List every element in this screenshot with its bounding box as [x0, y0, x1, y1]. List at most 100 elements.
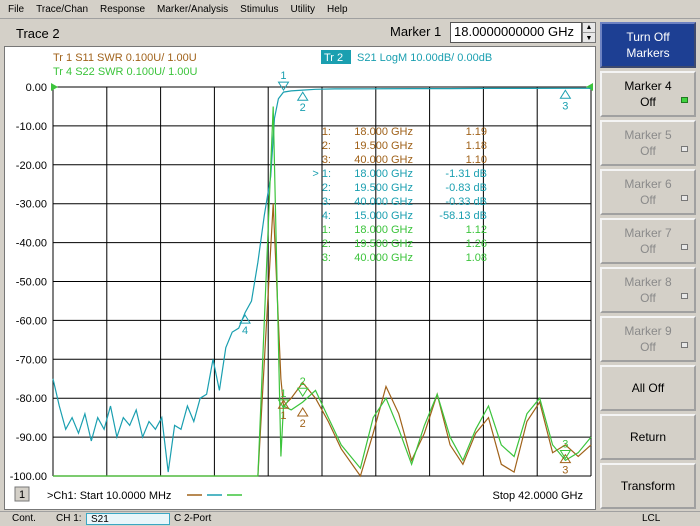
channel-badge-box: [14, 486, 30, 502]
marker-number-label: 3: [562, 438, 568, 450]
channel-badge: 1: [19, 489, 25, 501]
plot-canvas: 0.00 -10.00 -20.00 -30.00 -40.00 -50.00 -60.00…: [10, 50, 593, 502]
marker-table-freq: 18.000 GHz: [354, 224, 413, 236]
menu-trace-chan[interactable]: Trace/Chan: [36, 3, 88, 15]
softkey-label: Turn Off: [626, 30, 670, 44]
indicator-led-icon: [681, 342, 688, 348]
y-tick-label: -50.00: [16, 277, 47, 289]
menu-stimulus[interactable]: Stimulus: [240, 3, 279, 15]
measurement-plot[interactable]: 0.00 -10.00 -20.00 -30.00 -40.00 -50.00 -60.00…: [4, 46, 596, 510]
marker-table-num: 1:: [322, 224, 331, 236]
softkey-sublabel: Markers: [626, 46, 670, 60]
y-tick-label: -80.00: [16, 393, 47, 405]
lcl-status: LCL: [642, 513, 661, 524]
marker-table-num: 3:: [322, 252, 331, 264]
marker-table-num: 1:: [322, 126, 331, 138]
y-tick-label: -10.00: [16, 121, 47, 133]
reference-arrow-icon: [586, 83, 593, 91]
legend-tr2: S21 LogM 10.00dB/ 0.00dB: [357, 52, 492, 64]
marker-table-value: 1.10: [466, 154, 487, 166]
marker-number-label: 2: [300, 418, 306, 430]
menu-bar: File Trace/Chan Response Marker/Analysis Sti…: [0, 0, 700, 19]
footer-stop: Stop 42.0000 GHz: [492, 490, 583, 502]
trace-title: Trace 2: [16, 25, 60, 41]
marker-triangle-icon: [296, 407, 309, 417]
marker-table-freq: 15.000 GHz: [354, 210, 413, 222]
marker-table-num: > 1:: [312, 168, 331, 180]
legend-tr4: Tr 4 S22 SWR 0.100U/ 1.00U: [53, 66, 198, 78]
title-bar: Trace 2 Marker 1 18.0000000000 GHz ▲ ▼: [4, 21, 596, 45]
softkey-label: Return: [629, 430, 667, 444]
softkey-label: Transform: [620, 479, 676, 493]
marker-triangle-icon: [277, 399, 290, 409]
legend-tr1: Tr 1 S11 SWR 0.100U/ 1.00U: [53, 52, 197, 64]
softkey-sublabel: Off: [640, 144, 656, 158]
marker-table-value: 1.08: [466, 252, 487, 264]
menu-marker-analysis[interactable]: Marker/Analysis: [157, 3, 229, 15]
marker-table-value: 1.18: [466, 140, 487, 152]
marker-number-label: 3: [562, 100, 568, 112]
softkey-label: Marker 8: [624, 275, 672, 289]
y-tick-label: -90.00: [16, 432, 47, 444]
y-tick-label: -30.00: [16, 199, 47, 211]
marker-triangle-icon: [296, 91, 309, 101]
softkey-label: Marker 5: [624, 128, 672, 142]
softkey-panel: Turn Off Markers Marker 4 Off Marker 5 Off Mar…: [598, 19, 700, 511]
marker-table-num: 3:: [322, 196, 331, 208]
marker-triangle-icon: [559, 449, 572, 460]
marker-table-value: -1.31 dB: [445, 168, 487, 180]
softkey-all-off[interactable]: All Off: [600, 365, 696, 411]
marker-table-num: 2:: [322, 238, 331, 250]
spin-down-icon[interactable]: ▼: [585, 34, 593, 42]
softkey-sublabel: Off: [640, 95, 656, 109]
menu-file[interactable]: File: [8, 3, 25, 15]
softkey-transform[interactable]: Transform: [600, 463, 696, 509]
y-tick-label: -60.00: [16, 315, 47, 327]
marker-triangle-icon: [239, 314, 251, 324]
marker-table-freq: 40.000 GHz: [354, 154, 413, 166]
marker-table-value: 1.19: [466, 126, 487, 138]
reference-arrow-icon: [51, 83, 58, 91]
marker-spin-buttons[interactable]: ▲ ▼: [582, 22, 596, 43]
menu-help[interactable]: Help: [326, 3, 348, 15]
active-parameter[interactable]: S21: [86, 513, 170, 525]
softkey-marker-7-off: Marker 7 Off: [600, 218, 696, 264]
softkey-label: Marker 9: [624, 324, 672, 338]
marker-table-freq: 18.000 GHz: [354, 168, 413, 180]
marker-table-freq: 40.000 GHz: [354, 252, 413, 264]
indicator-led-icon: [681, 146, 688, 152]
marker-table-freq: 18.000 GHz: [354, 126, 413, 138]
trace-tr1: [53, 203, 592, 478]
marker-frequency-input[interactable]: 18.0000000000 GHz: [450, 22, 582, 43]
marker-number-label: 1: [280, 70, 286, 82]
marker-table-value: -0.33 dB: [445, 196, 487, 208]
marker-table-value: -58.13 dB: [439, 210, 487, 222]
softkey-marker-8-off: Marker 8 Off: [600, 267, 696, 313]
menu-response[interactable]: Response: [100, 3, 146, 15]
marker-table-freq: 19.500 GHz: [354, 182, 413, 194]
calibration-status: C 2-Port: [174, 513, 212, 524]
trace-tr2: [52, 87, 591, 473]
softkey-return[interactable]: Return: [600, 414, 696, 460]
y-tick-label: 0.00: [26, 82, 47, 94]
marker-triangle-icon: [559, 89, 572, 99]
marker-table-value: -0.83 dB: [445, 182, 487, 194]
softkey-marker-4-off[interactable]: Marker 4 Off: [600, 71, 696, 117]
marker-number-label: 2: [300, 102, 306, 114]
indicator-led-icon: [681, 293, 688, 299]
marker-table-num: 4:: [322, 210, 331, 222]
softkey-label: Marker 6: [624, 177, 672, 191]
softkey-turn-off-markers[interactable]: Turn Off Markers: [600, 22, 696, 68]
softkey-label: Marker 7: [624, 226, 672, 240]
marker-table-num: 2:: [322, 182, 331, 194]
menu-utility[interactable]: Utility: [290, 3, 315, 15]
status-bar: Cont. CH 1: S21 C 2-Port LCL: [0, 511, 700, 526]
softkey-sublabel: Off: [640, 193, 656, 207]
legend-tr2-badge: [321, 50, 351, 64]
marker-number-label: 4: [242, 325, 248, 337]
marker-table-value: 1.12: [466, 224, 487, 236]
softkey-marker-5-off: Marker 5 Off: [600, 120, 696, 166]
softkey-sublabel: Off: [640, 340, 656, 354]
spin-up-icon[interactable]: ▲: [583, 23, 595, 33]
marker-triangle-icon: [296, 387, 309, 398]
